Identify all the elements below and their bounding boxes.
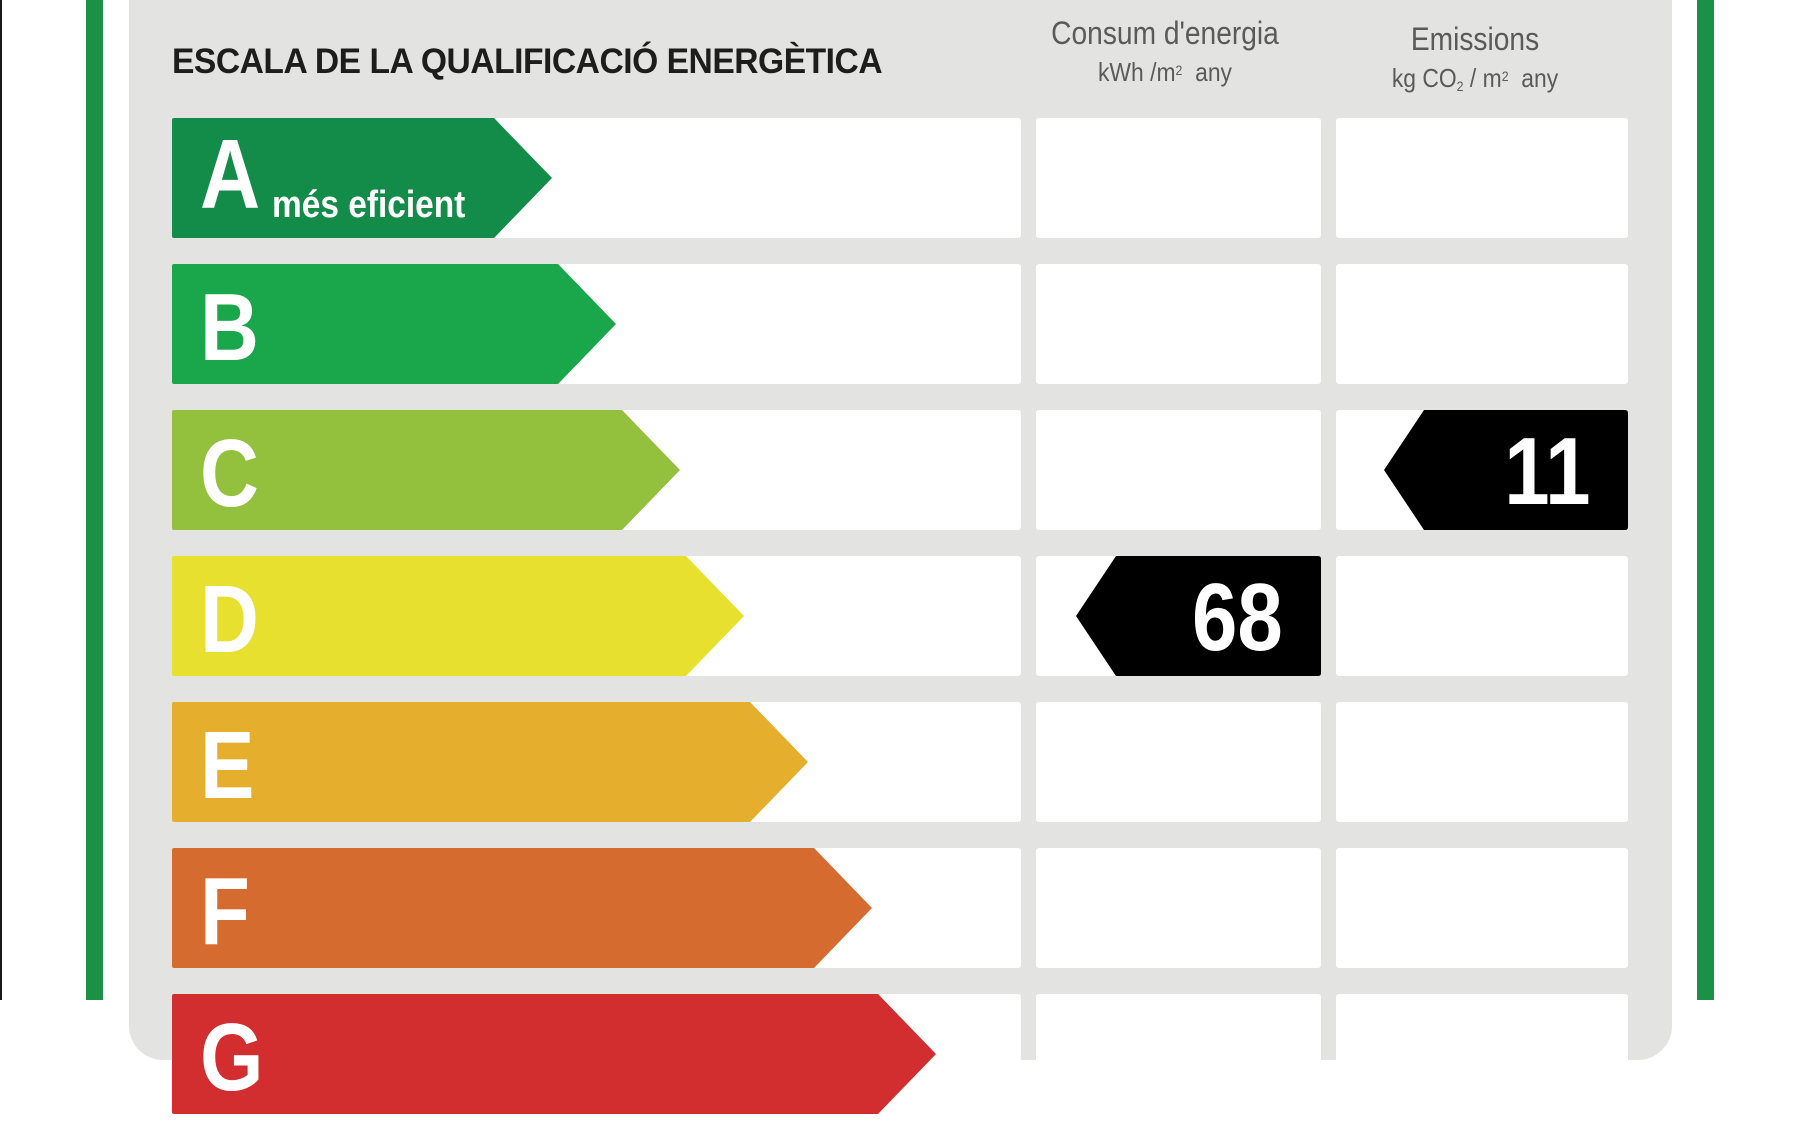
rating-row-f: F <box>0 848 1800 968</box>
band-shape <box>172 264 616 384</box>
rating-row-e: E <box>0 702 1800 822</box>
label-title: ESCALA DE LA QUALIFICACIÓ ENERGÈTICA <box>172 42 883 81</box>
band-arrow-f: F <box>172 848 872 968</box>
band-letter: A <box>200 119 261 229</box>
band-sublabel: més eficient <box>272 184 466 226</box>
energy-cell <box>1036 264 1321 384</box>
band-letter: F <box>200 858 250 965</box>
energy-column-unit: kWh /m2 any <box>1097 57 1233 87</box>
frame-border-right <box>1697 0 1714 1000</box>
band-arrow-e: E <box>172 702 808 822</box>
band-arrow-d: D <box>172 556 744 676</box>
energy-cell <box>1036 410 1321 530</box>
emissions-cell <box>1336 994 1628 1114</box>
energy-column-header: Consum d'energia kWh /m2 any <box>1030 14 1300 90</box>
indicator-shape <box>1076 556 1321 676</box>
indicator-shape <box>1384 410 1628 530</box>
band-shape <box>172 848 872 968</box>
rating-row-d: D 68 <box>0 556 1800 676</box>
energy-cell <box>1036 994 1321 1114</box>
left-edge-line <box>0 0 2 1000</box>
band-shape <box>172 556 744 676</box>
band-arrow-b: B <box>172 264 616 384</box>
energy-cell <box>1036 848 1321 968</box>
frame-border-left <box>86 0 103 1000</box>
emissions-column-unit: kg CO2 / m2 any <box>1391 63 1559 94</box>
band-shape <box>172 118 552 238</box>
band-letter: G <box>200 1004 264 1111</box>
energy-rating-indicator: 68 <box>1076 556 1321 676</box>
emissions-column-header: Emissions kg CO2 / m2 any <box>1330 20 1620 100</box>
emissions-column-title: Emissions <box>1410 21 1540 57</box>
band-letter: E <box>200 712 255 819</box>
band-letter: D <box>200 566 259 673</box>
emissions-cell <box>1336 702 1628 822</box>
energy-cell <box>1036 118 1321 238</box>
energy-column-title: Consum d'energia <box>1051 15 1279 51</box>
emissions-cell <box>1336 848 1628 968</box>
emissions-rating-indicator: 11 <box>1384 410 1628 530</box>
emissions-cell <box>1336 118 1628 238</box>
band-shape <box>172 410 680 530</box>
rating-row-c: C 11 <box>0 410 1800 530</box>
energy-cell <box>1036 702 1321 822</box>
emissions-rating-value: 11 <box>1503 418 1590 525</box>
band-shape <box>172 994 936 1114</box>
band-arrow-c: C <box>172 410 680 530</box>
emissions-cell <box>1336 556 1628 676</box>
emissions-cell <box>1336 264 1628 384</box>
band-arrow-g: G <box>172 994 936 1114</box>
rating-row-b: B <box>0 264 1800 384</box>
band-letter: B <box>200 274 259 381</box>
energy-rating-value: 68 <box>1192 564 1283 671</box>
rating-row-g: G <box>0 994 1800 1114</box>
band-shape <box>172 702 808 822</box>
band-letter: C <box>200 420 259 527</box>
